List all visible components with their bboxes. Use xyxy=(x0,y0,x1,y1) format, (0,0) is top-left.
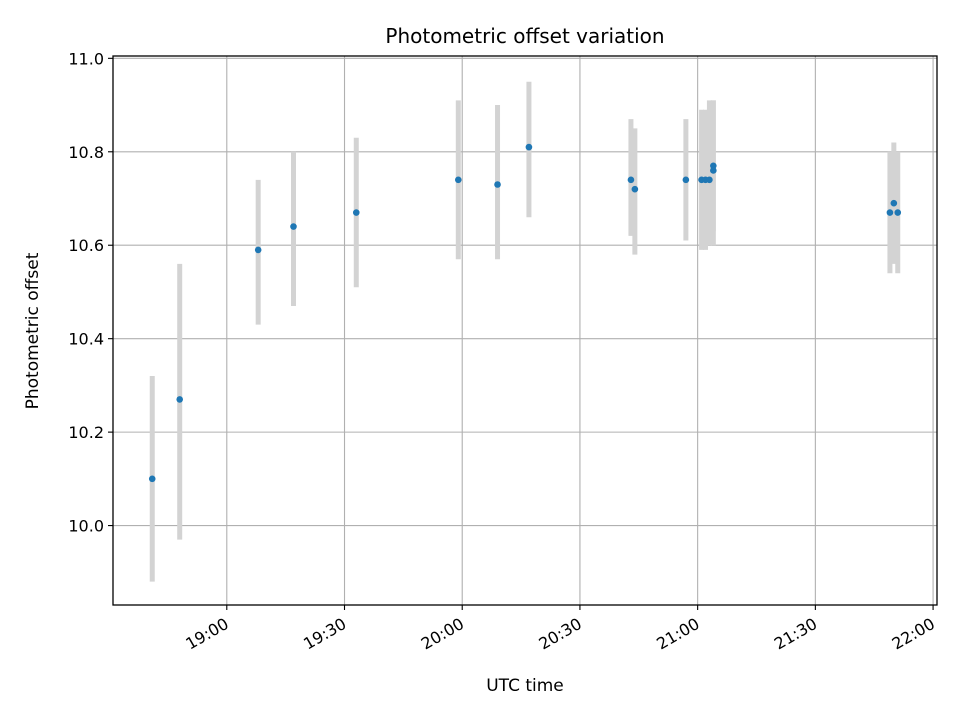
error-bars xyxy=(149,81,901,582)
data-point xyxy=(290,223,297,230)
x-tick-label: 21:00 xyxy=(653,614,702,654)
axis-ticks: 19:00 19:30 20:00 20:30 21:00 21:30 22:00 10.0 1… xyxy=(68,49,938,653)
x-axis-title: UTC time xyxy=(486,676,564,696)
y-tick-label: 11.0 xyxy=(68,49,104,68)
data-point xyxy=(890,199,898,207)
x-tick-label: 21:30 xyxy=(771,614,820,654)
y-tick-label: 10.0 xyxy=(68,517,104,536)
y-tick-label: 10.2 xyxy=(68,423,104,442)
data-point xyxy=(525,143,533,151)
data-point xyxy=(631,185,639,193)
data-point xyxy=(886,209,894,216)
y-tick-label: 10.6 xyxy=(68,236,104,255)
data-point xyxy=(352,209,360,216)
data-point xyxy=(682,176,690,184)
x-tick-label: 19:00 xyxy=(182,614,231,654)
y-tick-label: 10.4 xyxy=(68,330,104,349)
data-point xyxy=(710,162,717,170)
y-tick-label: 10.8 xyxy=(68,143,104,162)
data-point xyxy=(254,246,262,254)
data-point xyxy=(494,181,501,188)
data-point xyxy=(706,176,713,184)
x-tick-label: 20:30 xyxy=(536,614,585,654)
data-point xyxy=(176,396,184,403)
grid xyxy=(113,56,937,605)
x-tick-label: 20:00 xyxy=(418,614,467,654)
plot-frame xyxy=(112,55,938,606)
data-point xyxy=(627,176,635,184)
x-tick-label: 22:00 xyxy=(889,614,938,654)
data-point xyxy=(148,475,156,483)
data-point xyxy=(454,176,462,184)
chart-title: Photometric offset variation xyxy=(385,24,664,48)
data-points xyxy=(148,143,902,483)
x-tick-label: 19:30 xyxy=(300,614,349,654)
data-point xyxy=(710,167,717,174)
y-axis-title: Photometric offset xyxy=(23,252,43,409)
data-point xyxy=(894,209,902,216)
